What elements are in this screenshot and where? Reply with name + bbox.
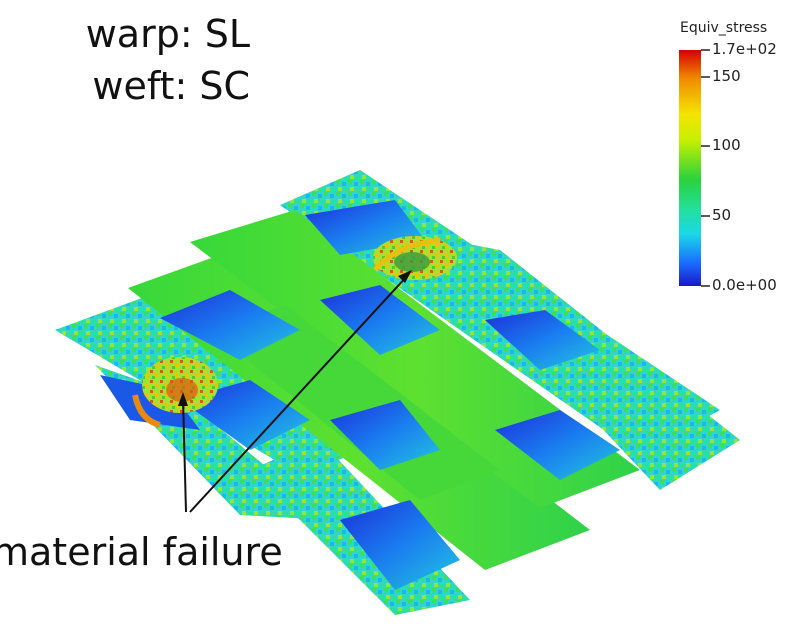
blue-patch-3 [320,285,440,355]
colorbar [679,49,710,287]
annotation-label: material failure [0,530,283,574]
blue-patch-9 [100,375,200,430]
low-stress-regions [100,200,620,590]
colorbar-tick-label-max: 1.7e+02 [712,40,777,58]
arrow-line-left [182,397,187,513]
colorbar-tick-label-min: 0.0e+00 [712,276,777,294]
stress-edge-right [373,237,441,272]
blue-patch-8 [340,500,460,590]
stress-edge-left [132,394,161,428]
colorbar-gradient [679,50,701,286]
title-weft: weft: SC [92,64,250,108]
colorbar-title: Equiv_stress [680,20,768,36]
blue-patch-5 [330,400,440,470]
failure-zone-left-core [166,378,198,402]
arrow-head-left [178,392,188,406]
blue-patch-1 [160,290,300,360]
colorbar-tick-label-100: 100 [712,136,741,154]
blue-patch-7 [495,410,620,480]
failure-zone-right-core [394,252,430,272]
blue-patch-6 [485,310,600,370]
weft-yarn-4 [420,235,740,490]
colorbar-tick-label-150: 150 [712,67,741,85]
arrow-line-right [189,274,409,513]
annotation-arrows [178,270,412,513]
title-warp: warp: SL [85,12,250,56]
colorbar-tick-label-50: 50 [712,206,732,224]
arrow-head-right [398,270,412,283]
failure-zones [132,236,457,428]
